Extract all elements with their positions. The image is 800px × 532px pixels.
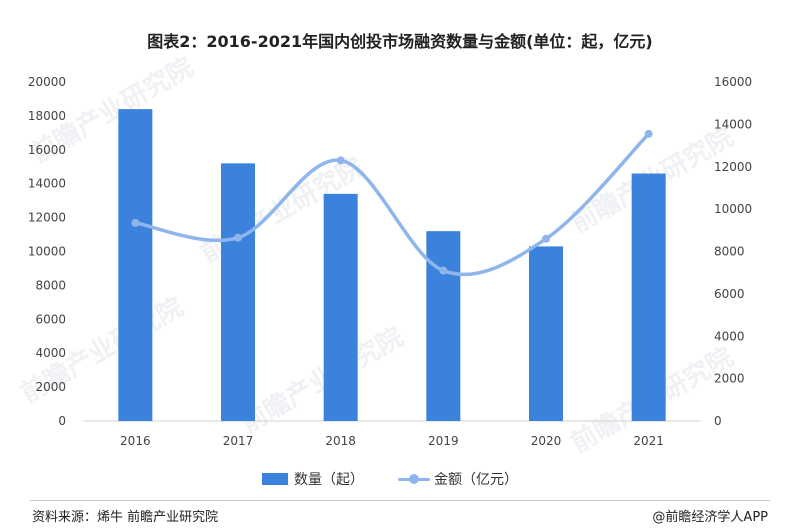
legend-item-amount: 金额（亿元） — [398, 469, 518, 489]
y-right-tick-label: 0 — [714, 414, 722, 428]
credit: @前瞻经济学人APP — [652, 510, 768, 525]
y-left-tick-label: 2000 — [35, 380, 66, 394]
source-note: 资料来源：烯牛 前瞻产业研究院 — [32, 510, 219, 525]
y-right-tick-label: 12000 — [714, 160, 752, 174]
amount-line — [133, 132, 651, 277]
bar — [118, 109, 153, 422]
bar-swatch-icon — [262, 473, 288, 485]
bar — [529, 246, 563, 421]
divider — [30, 500, 770, 501]
x-tick-label: 2017 — [223, 434, 254, 448]
line-swatch-icon — [398, 473, 430, 485]
x-tick-label: 2019 — [428, 434, 459, 448]
x-tick-label: 2016 — [120, 434, 151, 448]
y-right-tick-label: 14000 — [714, 117, 752, 131]
y-left-tick-label: 14000 — [28, 177, 66, 191]
y-left-tick-label: 6000 — [35, 312, 66, 326]
bar — [631, 173, 666, 421]
y-left-tick-label: 0 — [58, 414, 66, 428]
combo-chart: 0 2000 4000 6000 8000 10000 12000 14000 16000 180… — [28, 75, 752, 448]
bar — [323, 193, 358, 421]
legend: 数量（起） 金额（亿元） — [0, 469, 800, 489]
x-tick-label: 2021 — [633, 434, 664, 448]
x-tick-label: 2018 — [325, 434, 356, 448]
y-left-tick-label: 20000 — [28, 75, 66, 89]
y-right-tick-label: 2000 — [714, 372, 745, 386]
line-point — [234, 233, 242, 242]
bar — [426, 231, 461, 421]
line-point — [439, 266, 448, 275]
y-right-tick-label: 16000 — [714, 75, 752, 89]
line-point — [542, 234, 550, 243]
legend-item-count: 数量（起） — [262, 469, 364, 489]
legend-label: 金额（亿元） — [434, 472, 518, 488]
y-left-tick-label: 12000 — [28, 211, 66, 225]
legend-label: 数量（起） — [294, 472, 364, 488]
y-right-tick-label: 6000 — [714, 287, 745, 301]
y-left-tick-label: 8000 — [35, 278, 66, 292]
y-right-tick-label: 10000 — [714, 202, 752, 216]
y-right-tick-label: 8000 — [714, 245, 745, 259]
y-left-tick-label: 4000 — [35, 346, 66, 360]
y-left-tick-label: 10000 — [28, 245, 66, 259]
y-right-tick-label: 4000 — [714, 329, 745, 343]
line-point — [644, 129, 653, 138]
y-left-tick-label: 16000 — [28, 143, 66, 157]
chart-title: 图表2：2016-2021年国内创投市场融资数量与金额(单位：起，亿元) — [147, 32, 653, 51]
line-point — [336, 156, 345, 165]
y-left-tick-label: 18000 — [28, 109, 66, 123]
line-point — [131, 218, 140, 227]
bar — [221, 163, 255, 422]
x-tick-label: 2020 — [531, 434, 562, 448]
